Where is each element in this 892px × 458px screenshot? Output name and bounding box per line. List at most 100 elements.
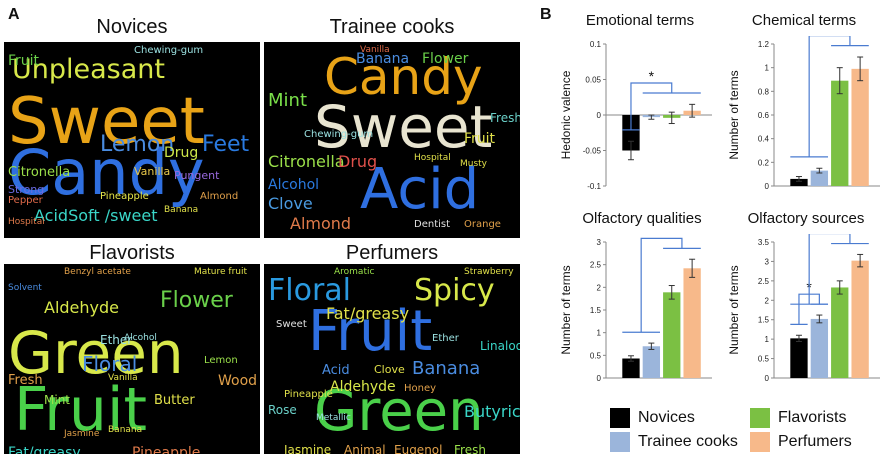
y-tick-label: 0.4 (758, 135, 770, 144)
legend-item-perfumers: Perfumers (750, 432, 852, 452)
cloud-word: Citronella (8, 165, 71, 180)
cloud-word: Pineapple (100, 191, 149, 202)
cloud-word: Candy (324, 48, 483, 106)
cloud-word: Rose (268, 403, 297, 417)
cloud-word: Strong (8, 183, 45, 196)
cloud-word: Benzyl acetate (64, 267, 131, 277)
cloud-word: Orange (464, 219, 501, 230)
bar-flavorists (831, 80, 849, 186)
cloud-word: Pepper (8, 195, 43, 206)
y-tick-label: 0.1 (590, 40, 602, 49)
cloud-word: Citronella (268, 152, 345, 171)
y-axis-label: Hedonic valence (559, 70, 573, 159)
word-cloud-title-novices: Novices (96, 16, 168, 38)
bar-perfumers (683, 268, 701, 378)
cloud-word: Jasmine (64, 429, 100, 439)
y-tick-label: 3 (765, 257, 770, 266)
legend-item-trainee-cooks: Trainee cooks (610, 432, 738, 452)
cloud-word: Alcohol (124, 333, 157, 343)
bar-trainee-cooks (642, 346, 661, 378)
bar-flavorists (663, 292, 681, 378)
bar-chart-emotional-terms: -0.1 -0.05 0 0.05 0.1 Hedonic valence * (559, 40, 712, 191)
legend-label-novices: Novices (638, 409, 695, 426)
y-tick-label: -0.05 (583, 147, 602, 156)
y-tick-label: 1.5 (758, 316, 770, 325)
chart-title-olfactory-qualities: Olfactory qualities (582, 210, 702, 227)
cloud-word: Ether (100, 333, 133, 347)
cloud-word: Acid (360, 157, 480, 222)
cloud-word: Dentist (414, 219, 451, 230)
significance-star: * (827, 234, 833, 235)
bar-novices (790, 178, 808, 186)
cloud-word: Spicy (414, 273, 495, 308)
cloud-word: Metallic (316, 413, 351, 423)
cloud-word: Fruit (8, 53, 40, 69)
cloud-word: Fruit (14, 375, 148, 445)
bar-flavorists (831, 287, 849, 378)
cloud-word: Clove (268, 194, 313, 213)
y-tick-label: -0.1 (587, 182, 601, 191)
legend-label-perfumers: Perfumers (778, 433, 852, 450)
cloud-word: Hospital (8, 217, 45, 227)
y-tick-label: 0 (765, 182, 770, 191)
bar-novices (790, 338, 808, 378)
cloud-word: Acid (322, 363, 350, 378)
y-tick-label: 0.05 (585, 76, 601, 85)
cloud-word: Candy (8, 136, 205, 209)
y-tick-label: 3.5 (758, 238, 770, 247)
cloud-word: Aromatic (334, 267, 375, 277)
bar-perfumers (851, 68, 869, 186)
cloud-word: Feet (202, 132, 250, 157)
cloud-word: Alcohol (268, 177, 320, 193)
cloud-word: Fresh (490, 111, 520, 125)
y-tick-label: 2.5 (758, 277, 770, 286)
bar-trainee-cooks (810, 318, 829, 378)
panel-label-b: B (540, 6, 552, 23)
cloud-word: Sweet (314, 93, 493, 161)
cloud-word: Wood (218, 373, 258, 389)
cloud-word: Vanilla (134, 165, 171, 178)
cloud-word: Aldehyde (44, 298, 119, 317)
y-tick-label: 0 (597, 111, 602, 120)
panel-label-a: A (8, 6, 20, 23)
cloud-word: Hospital (414, 153, 451, 163)
cloud-word: Sweet (8, 85, 205, 159)
cloud-word: Fresh (454, 443, 486, 454)
y-tick-label: 0.6 (758, 111, 770, 120)
cloud-word: Lemon (100, 132, 175, 157)
y-tick-label: 1.5 (590, 306, 602, 315)
word-cloud-title-trainee-cooks: Trainee cooks (329, 16, 455, 38)
bar-novices (622, 115, 640, 151)
cloud-word: Mint (44, 393, 70, 407)
y-tick-label: 1 (765, 64, 770, 73)
cloud-word: Banana (164, 205, 199, 215)
y-tick-label: 0.5 (758, 355, 770, 364)
cloud-word: Fruit (464, 131, 496, 147)
y-tick-label: 2 (765, 296, 770, 305)
word-cloud-title-flavorists: Flavorists (89, 242, 175, 264)
y-tick-label: 2 (597, 283, 602, 292)
y-tick-label: 3 (597, 238, 602, 247)
y-axis-label: Number of terms (559, 265, 573, 354)
word-cloud-title-perfumers: Perfumers (345, 242, 439, 264)
significance-bracket (640, 237, 683, 333)
bar-chart-olfactory-qualities: 0 0.5 1 1.5 2 2.5 3 Number of terms * (559, 234, 712, 383)
legend-swatch-trainee-cooks (610, 432, 630, 452)
cloud-word: Lemon (204, 355, 238, 366)
cloud-word: Aldehyde (330, 379, 396, 395)
y-tick-label: 0.5 (590, 351, 602, 360)
cloud-word: Butyric (464, 402, 520, 421)
cloud-word: Ether (432, 333, 459, 344)
legend-item-flavorists: Flavorists (750, 408, 846, 428)
y-tick-label: 1 (765, 335, 770, 344)
cloud-word: Pineapple (132, 445, 201, 454)
y-tick-label: 2.5 (590, 261, 602, 270)
cloud-word: Strawberry (464, 267, 514, 277)
cloud-word: Flower (160, 288, 233, 313)
cloud-word: Linalool (480, 339, 520, 353)
cloud-word: Solvent (8, 283, 42, 293)
significance-star: * (649, 68, 655, 84)
cloud-word: Fresh (8, 373, 43, 388)
cloud-word: Eugenol (394, 443, 443, 454)
